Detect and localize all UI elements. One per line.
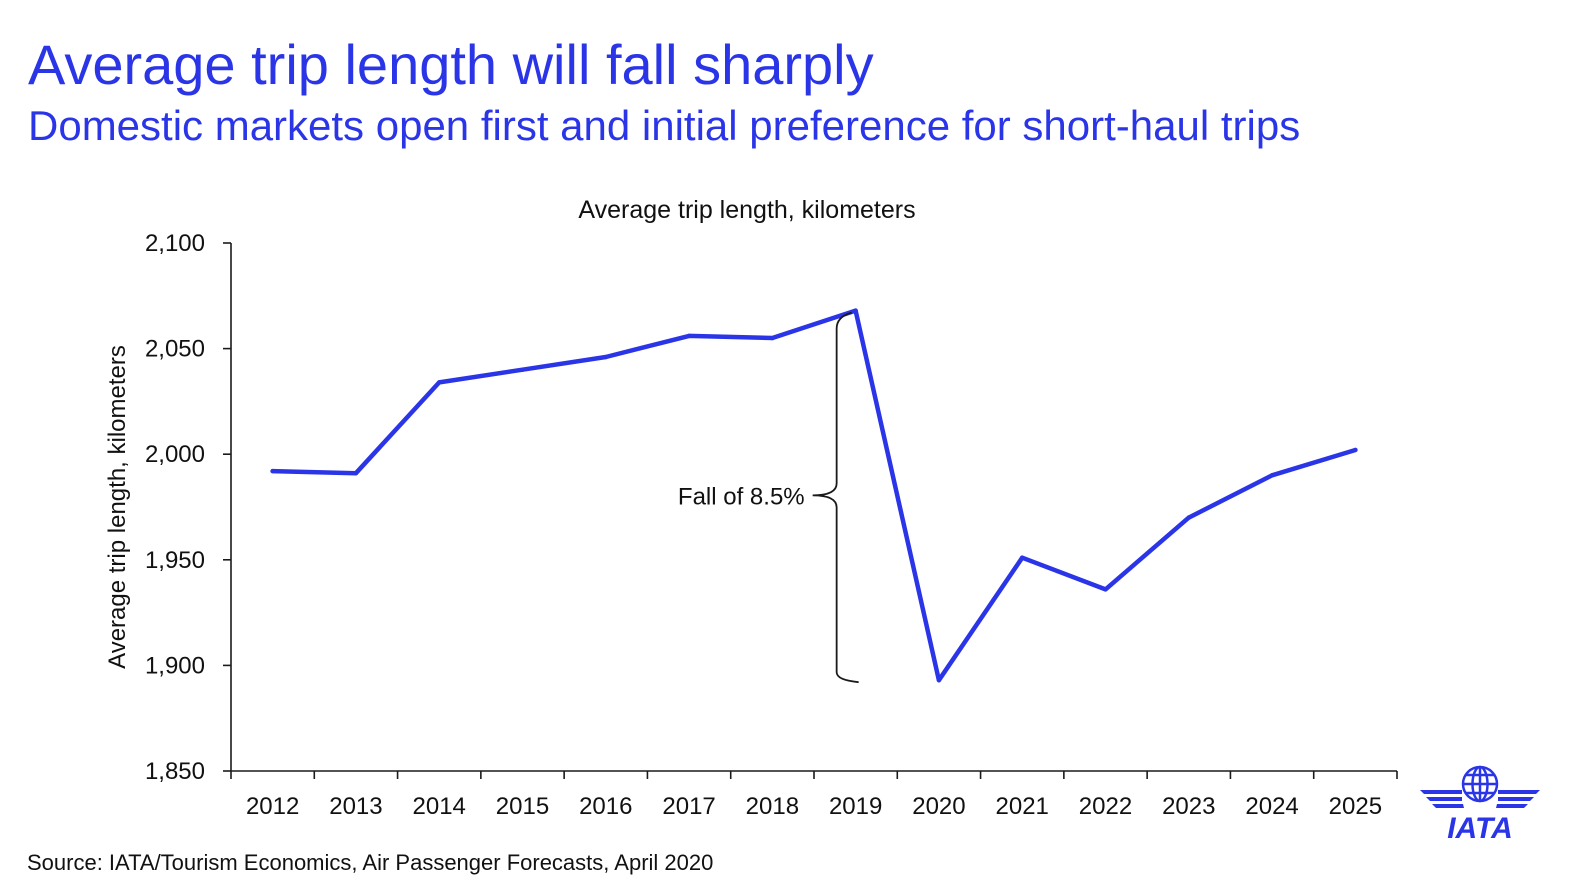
- data-point: [353, 471, 359, 476]
- x-tick-label: 2013: [329, 793, 382, 820]
- y-tick-label: 1,950: [145, 547, 205, 574]
- page-subtitle: Domestic markets open first and initial …: [28, 102, 1301, 149]
- data-point: [1103, 587, 1108, 592]
- iata-logo-text: IATA: [1447, 812, 1513, 844]
- data-point: [270, 468, 275, 474]
- x-tick-label: 2016: [579, 793, 632, 820]
- x-tick-label: 2012: [246, 793, 299, 820]
- data-point: [520, 367, 525, 372]
- iata-globe-icon: IATA: [1420, 765, 1540, 845]
- y-axis: 1,850 1,900 1,950 2,000 2,050 2,100: [145, 230, 232, 785]
- y-tick-label: 1,850: [145, 758, 205, 785]
- y-tick-label: 2,000: [145, 441, 205, 468]
- iata-logo: IATA: [1418, 762, 1542, 845]
- x-tick-label: 2025: [1329, 793, 1382, 820]
- x-tick-label: 2019: [829, 793, 882, 820]
- x-tick-label: 2018: [746, 793, 799, 820]
- x-tick-label: 2022: [1079, 793, 1132, 820]
- page-title: Average trip length will fall sharply: [28, 33, 874, 96]
- data-point: [770, 335, 775, 341]
- x-tick-label: 2021: [996, 793, 1049, 820]
- data-point: [1020, 555, 1025, 560]
- y-axis-label: Average trip length, kilometers: [104, 345, 131, 669]
- y-tick-label: 2,100: [145, 230, 205, 257]
- chart-title: Average trip length, kilometers: [578, 196, 915, 224]
- data-point: [853, 308, 858, 313]
- x-tick-label: 2017: [662, 793, 715, 820]
- data-points: [270, 308, 1358, 683]
- data-point: [936, 677, 942, 683]
- data-point: [603, 354, 608, 360]
- data-point: [1353, 447, 1358, 453]
- y-tick-label: 1,900: [145, 652, 205, 679]
- data-point: [686, 333, 692, 339]
- series-line: [270, 308, 1358, 683]
- x-axis: 2012 2013 2014 2015 2016 2017 2018 2019 2020 2021…: [230, 770, 1398, 820]
- fall-annotation: Fall of 8.5%: [678, 311, 859, 684]
- x-tick-label: 2014: [413, 793, 466, 820]
- data-point: [1269, 473, 1275, 478]
- data-point: [437, 380, 442, 385]
- y-tick-label: 2,050: [145, 336, 205, 363]
- data-point: [1186, 515, 1191, 520]
- x-tick-label: 2020: [912, 793, 965, 820]
- source-note: Source: IATA/Tourism Economics, Air Pass…: [27, 850, 714, 875]
- series-group: [270, 308, 1358, 683]
- annotation-label: Fall of 8.5%: [678, 483, 805, 510]
- annotation-bracket: [812, 311, 859, 684]
- x-tick-label: 2023: [1162, 793, 1215, 820]
- x-tick-label: 2024: [1245, 793, 1298, 820]
- x-tick-label: 2015: [496, 793, 549, 820]
